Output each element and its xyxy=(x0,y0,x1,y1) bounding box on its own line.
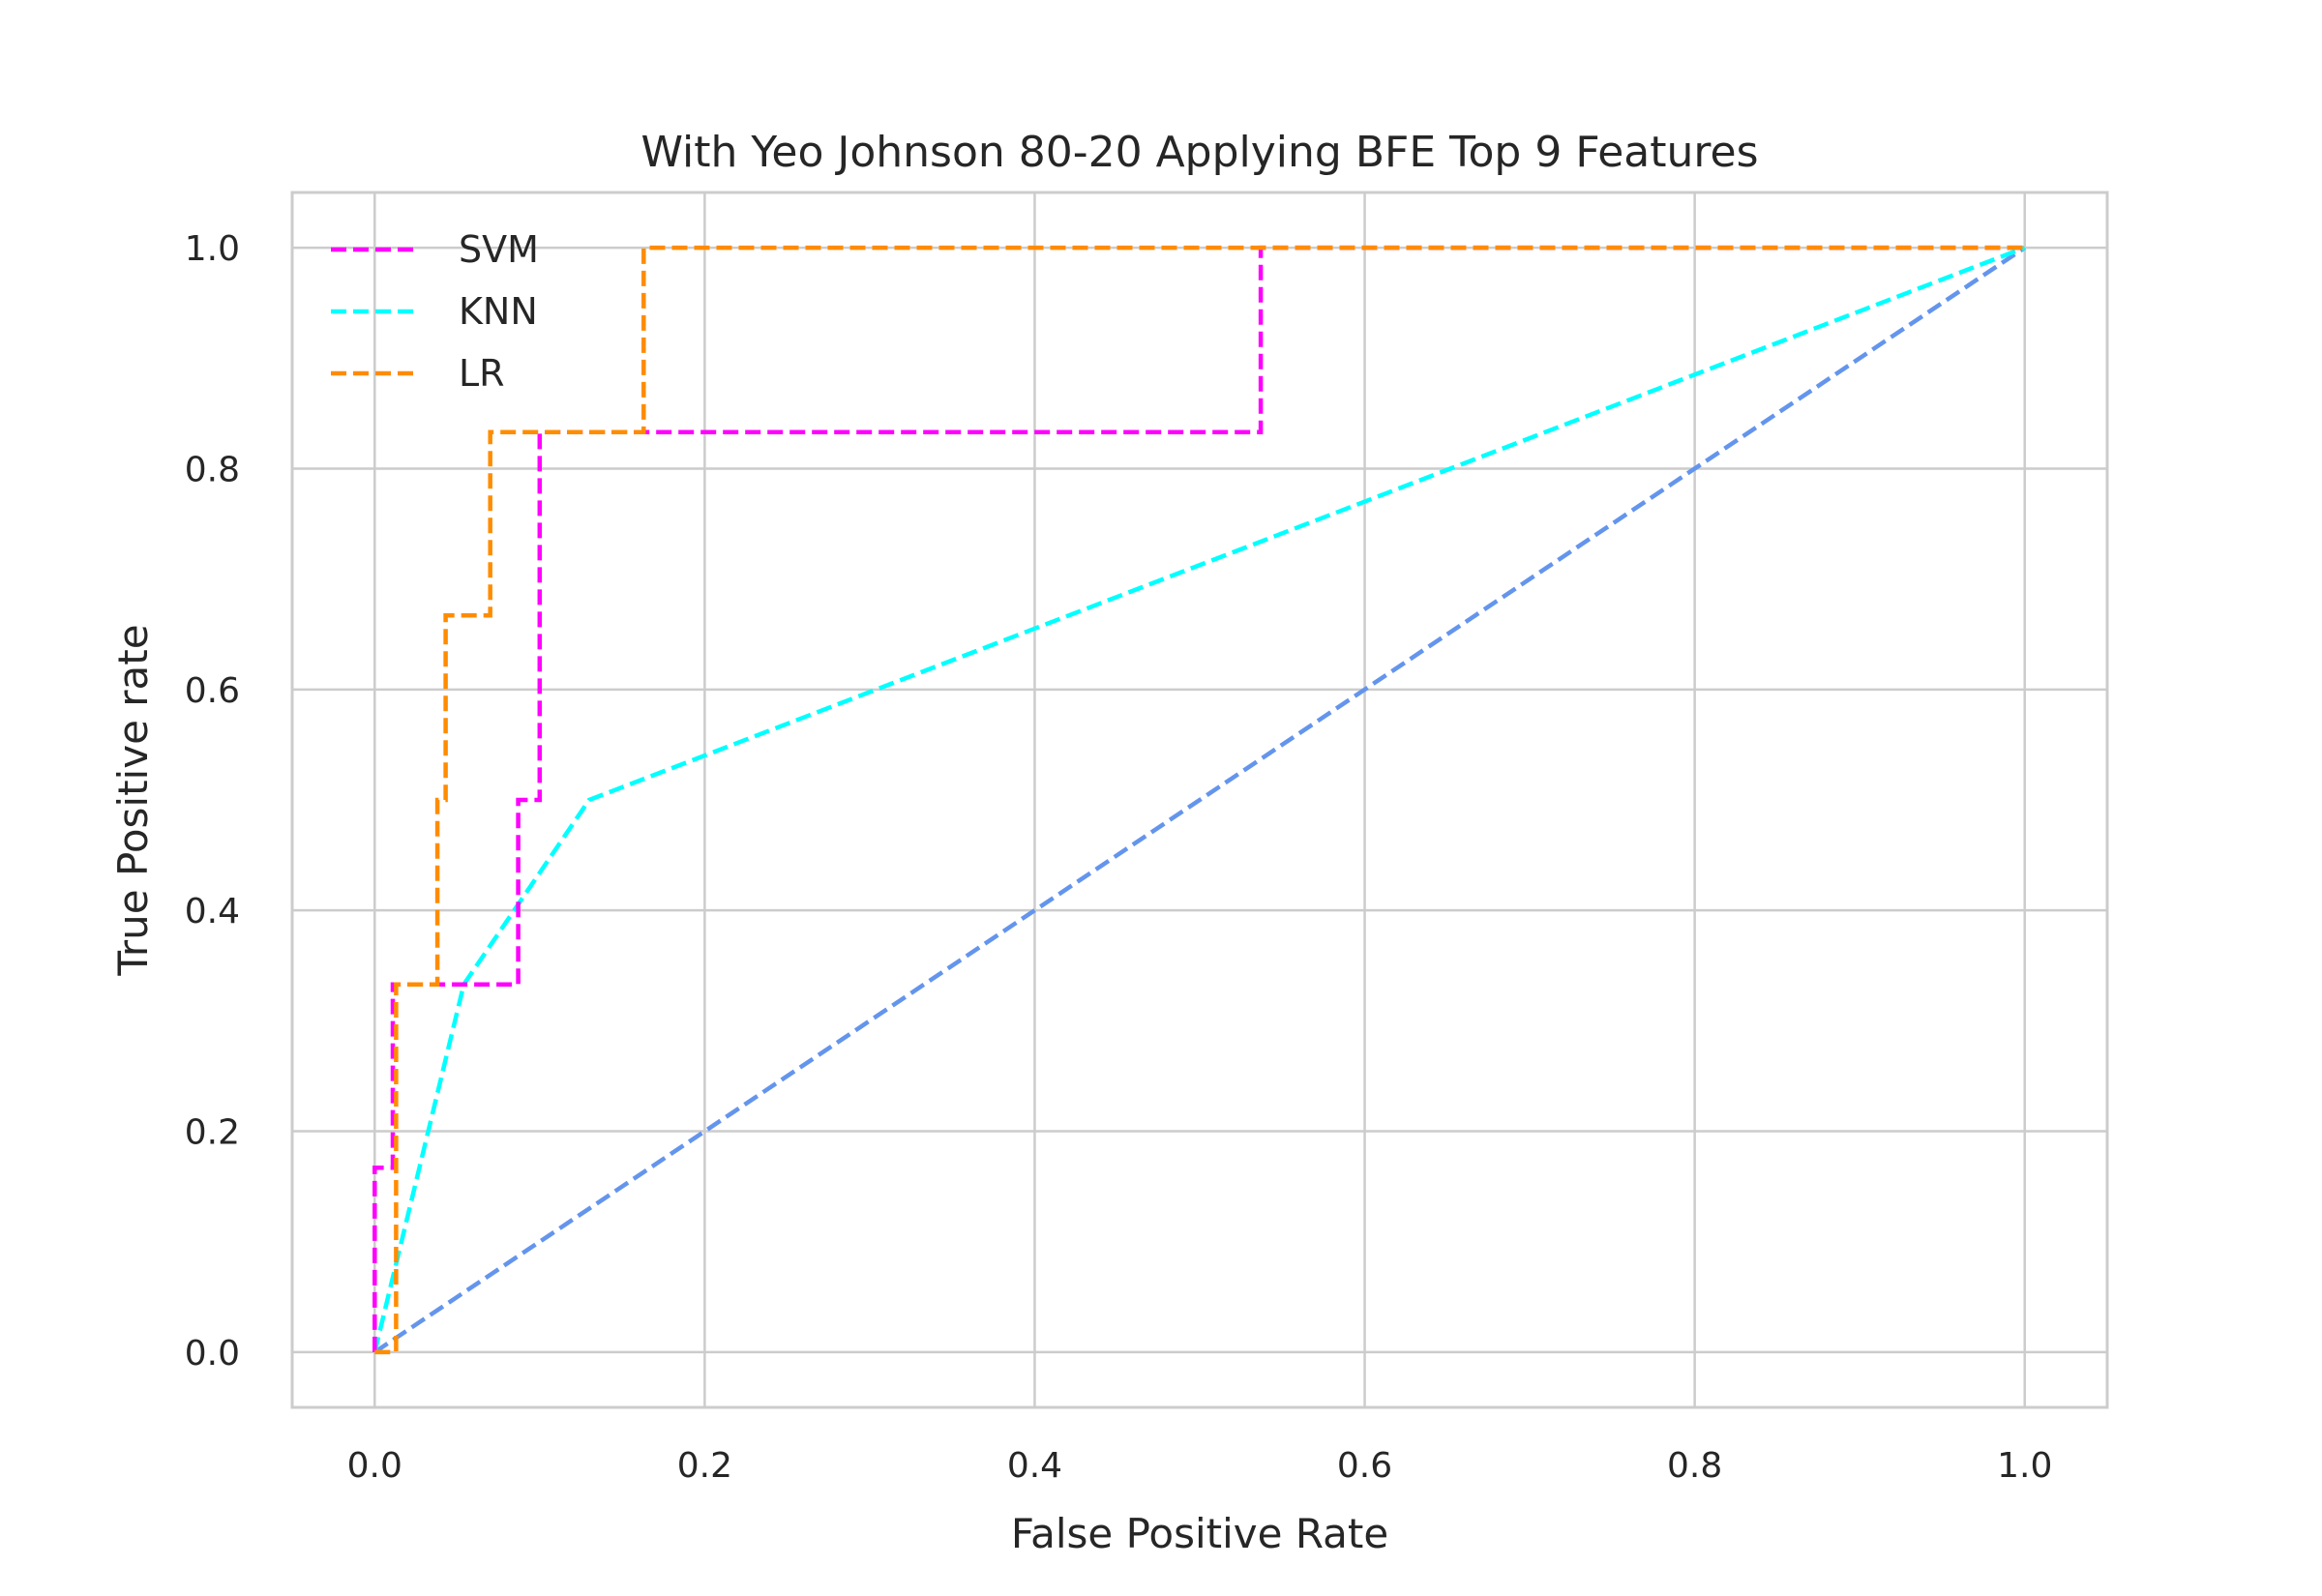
y-tick-label: 0.0 xyxy=(185,1334,240,1374)
x-tick-label: 0.4 xyxy=(1007,1446,1062,1486)
legend-label-knn: KNN xyxy=(459,290,538,333)
x-tick-label: 1.0 xyxy=(1997,1446,2052,1486)
series-layer xyxy=(372,245,2026,1355)
plot-frame xyxy=(290,191,2109,1409)
y-axis-label: True Positive rate xyxy=(109,624,157,976)
chart-title: With Yeo Johnson 80-20 Applying BFE Top … xyxy=(640,128,1758,177)
x-tick-label: 0.8 xyxy=(1667,1446,1722,1486)
x-tick-label: 0.0 xyxy=(347,1446,402,1486)
series-line-reference xyxy=(373,246,2026,1354)
y-tick-label: 0.2 xyxy=(185,1113,240,1153)
y-tick-label: 0.6 xyxy=(185,671,240,711)
x-axis-label: False Positive Rate xyxy=(1011,1510,1388,1557)
series-line-knn xyxy=(372,246,2026,1353)
grid xyxy=(292,192,2107,1407)
series-line-svm xyxy=(372,245,2025,1352)
series-line-lr xyxy=(374,245,2025,1355)
y-tick-label: 0.4 xyxy=(185,892,240,931)
legend: SVM KNN LR xyxy=(331,228,539,395)
legend-label-lr: LR xyxy=(459,352,505,395)
x-tick-label: 0.2 xyxy=(677,1446,732,1486)
y-axis-ticks: 0.0 0.2 0.4 0.6 0.8 1.0 xyxy=(185,229,240,1374)
legend-label-svm: SVM xyxy=(459,228,539,271)
x-tick-label: 0.6 xyxy=(1337,1446,1392,1486)
y-tick-label: 1.0 xyxy=(185,229,240,269)
y-tick-label: 0.8 xyxy=(185,450,240,489)
x-axis-ticks: 0.0 0.2 0.4 0.6 0.8 1.0 xyxy=(347,1446,2053,1486)
